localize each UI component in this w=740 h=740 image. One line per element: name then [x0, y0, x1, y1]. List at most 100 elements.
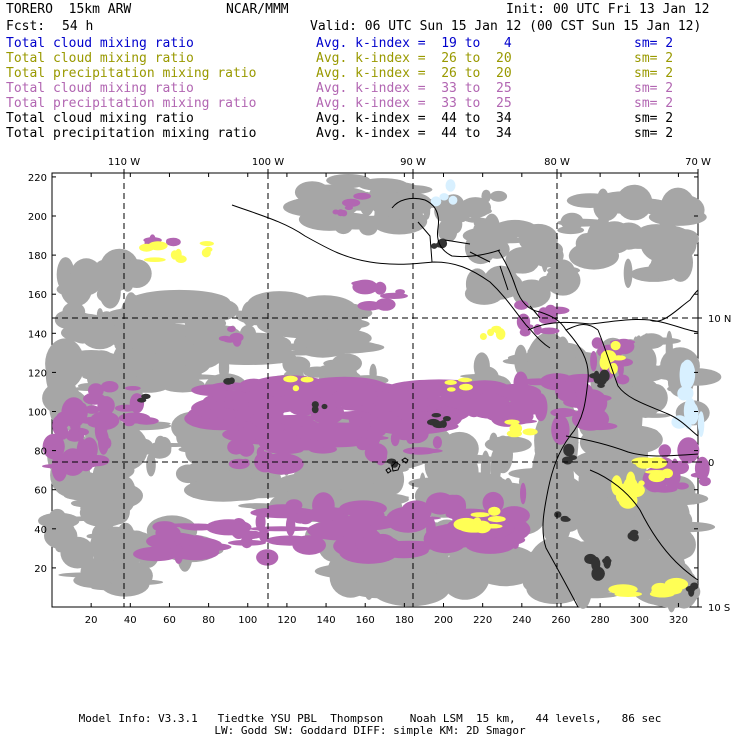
cloud-region	[85, 455, 110, 467]
cloud-region	[482, 509, 516, 538]
cloud-region	[270, 392, 285, 397]
cloud-region	[608, 198, 660, 203]
cloud-region	[374, 281, 387, 295]
cloud-region	[42, 464, 65, 469]
cloud-region	[493, 219, 537, 238]
y-grid-label: 40	[34, 525, 47, 536]
cloud-region	[465, 268, 489, 300]
cloud-region	[227, 326, 236, 333]
y-grid-label: 140	[28, 329, 47, 340]
cloud-region	[465, 217, 487, 223]
cloud-region	[658, 444, 672, 458]
x-grid-label: 20	[85, 615, 98, 626]
cloud-region	[576, 503, 613, 546]
lat-lon-grid	[52, 173, 698, 607]
convective-core	[431, 243, 438, 249]
cloud-region	[292, 535, 327, 555]
cloud-region	[146, 452, 156, 477]
cloud-region	[258, 432, 303, 454]
cloud-region	[513, 371, 529, 395]
legend-field: Total cloud mixing ratio	[6, 111, 194, 126]
cloud-region	[648, 471, 666, 483]
cloud-region	[564, 388, 577, 404]
cloud-region	[230, 518, 248, 539]
cloud-region	[194, 310, 274, 315]
cloud-region	[557, 226, 585, 235]
cloud-region	[173, 531, 180, 543]
cloud-region	[360, 288, 369, 294]
legend-smoothing: sm= 2	[634, 36, 674, 51]
legend-field: Total precipitation mixing ratio	[6, 96, 257, 111]
legend-field: Total cloud mixing ratio	[6, 51, 194, 66]
convective-core	[432, 421, 446, 429]
cloud-region	[188, 543, 232, 551]
cloud-region	[514, 300, 529, 310]
cloud-region	[612, 517, 678, 526]
cloud-region	[511, 539, 519, 550]
cloud-region	[421, 541, 469, 549]
cloud-region	[265, 381, 282, 390]
x-grid-label: 180	[395, 615, 414, 626]
cloud-region	[679, 362, 687, 388]
cloud-region	[650, 250, 682, 281]
cloud-region	[583, 393, 598, 410]
x-grid-label: 60	[163, 615, 176, 626]
cloud-region	[344, 215, 401, 227]
cloud-region	[303, 366, 331, 378]
cloud-region	[143, 257, 166, 263]
cloud-region	[443, 220, 458, 242]
cloud-region	[154, 435, 166, 451]
cloud-region	[511, 397, 530, 422]
convective-core	[597, 383, 605, 388]
cloud-region	[38, 512, 80, 529]
cloud-region	[674, 482, 689, 490]
cloud-region	[100, 381, 119, 393]
convective-core	[563, 443, 575, 457]
cloud-region	[538, 327, 560, 335]
cloud-region	[430, 196, 442, 207]
forecast-hour: 54 h	[62, 19, 94, 34]
x-grid-label: 220	[473, 615, 492, 626]
cloud-region	[165, 523, 204, 528]
cloud-region	[519, 328, 531, 337]
south-america-coastline	[542, 329, 589, 608]
cloud-region	[546, 266, 581, 275]
cloud-region	[223, 396, 233, 403]
legend-smoothing: sm= 2	[634, 96, 674, 111]
cloud-region	[448, 195, 458, 205]
cloud-region	[295, 468, 317, 482]
cloud-region	[249, 526, 314, 532]
cloud-region	[178, 344, 222, 369]
cloud-region	[329, 566, 364, 585]
cloud-region	[336, 405, 370, 410]
cloud-region	[527, 240, 540, 247]
cloud-region	[690, 472, 704, 478]
axis-labels: 20 40 60 80 100 120 140 160 180 200 220 240 260 280 30…	[28, 157, 731, 626]
cloud-region	[227, 439, 246, 455]
cloud-region	[402, 447, 437, 455]
cloud-region	[599, 355, 611, 371]
cloud-region	[446, 387, 456, 392]
cloud-region	[423, 201, 431, 220]
cloud-region	[439, 193, 449, 201]
cloud-region	[175, 255, 187, 263]
cloud-region	[300, 327, 330, 350]
y-grid-label: 80	[34, 447, 47, 458]
cloud-region	[106, 426, 148, 471]
cloud-region	[355, 437, 370, 451]
cloud-region	[444, 380, 457, 385]
y-grid-label: 200	[28, 212, 47, 223]
x-grid-label: 280	[591, 615, 610, 626]
cloud-region	[97, 396, 115, 415]
cloud-region	[344, 205, 353, 210]
cloud-region	[228, 458, 250, 470]
cloud-region	[240, 535, 253, 549]
legend-field: Total precipitation mixing ratio	[6, 66, 257, 81]
cloud-region	[228, 340, 292, 356]
convective-core	[593, 370, 600, 384]
cloud-region	[551, 414, 570, 445]
cloud-region	[123, 418, 135, 427]
cloud-region	[488, 506, 501, 516]
cloud-region	[535, 474, 585, 516]
legend-smoothing: sm= 2	[634, 126, 674, 141]
